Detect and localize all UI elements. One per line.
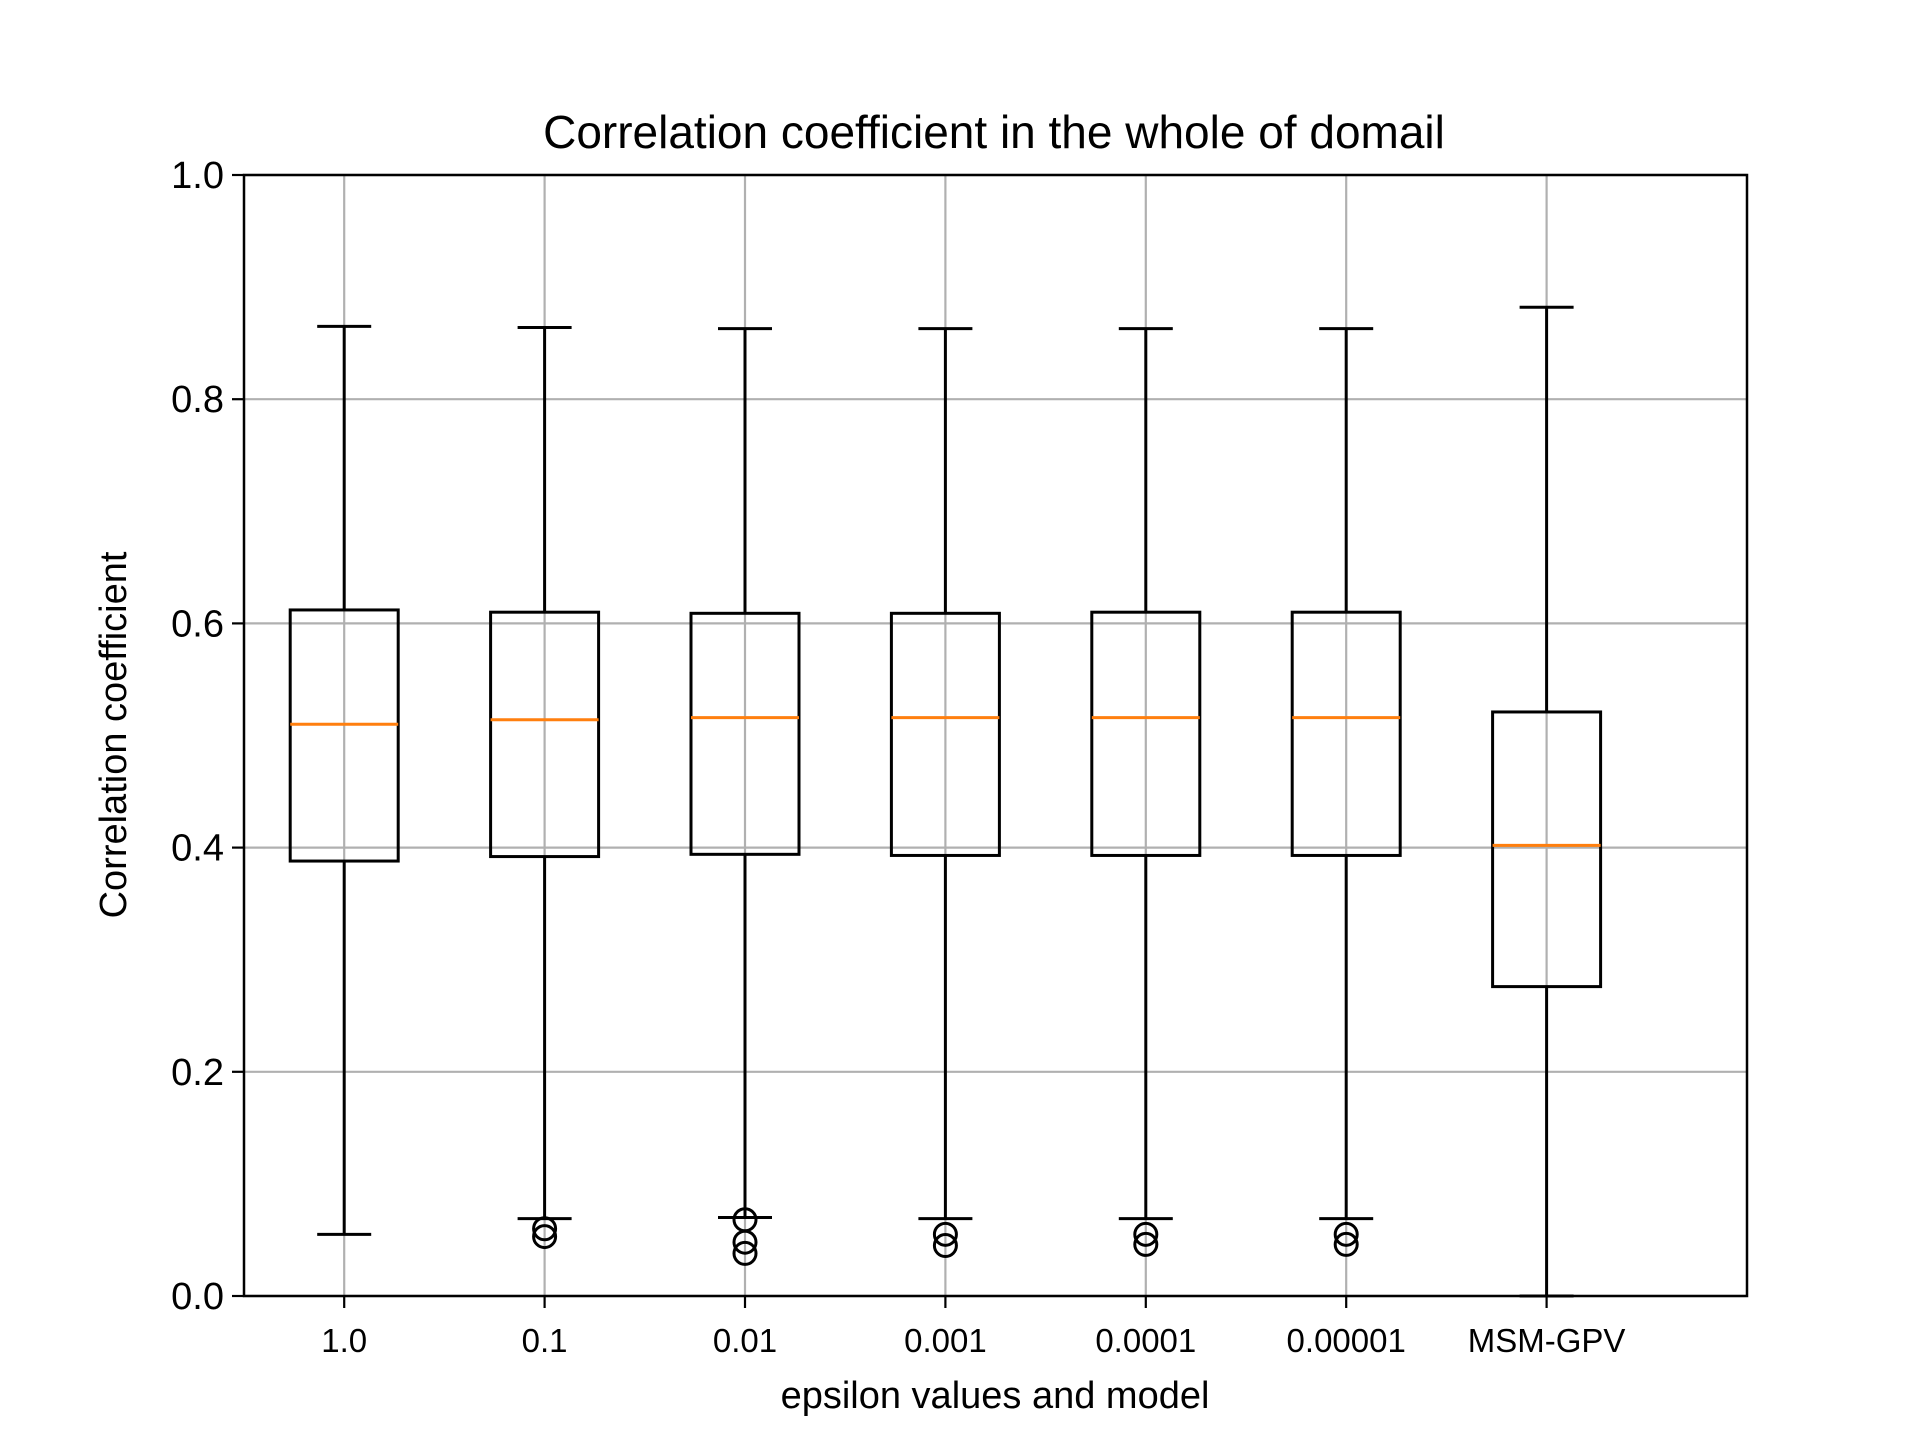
outlier-point [532, 1224, 558, 1250]
outlier-point [1333, 1221, 1359, 1247]
chart-title: Correlation coefficient in the whole of … [543, 106, 1445, 158]
x-axis: 1.0 0.1 0.01 0.001 0.0001 0.00001 MSM-GPV [321, 1296, 1625, 1359]
y-tick-label: 0.6 [171, 603, 224, 645]
iqr-box [489, 610, 601, 859]
x-tick-label: MSM-GPV [1468, 1322, 1626, 1359]
x-tick-label: 0.0001 [1095, 1322, 1196, 1359]
grid-lines [244, 173, 1747, 1298]
box-group [288, 324, 400, 1236]
y-axis-label: Correlation coefficient [93, 551, 135, 918]
x-tick-label: 0.1 [522, 1322, 568, 1359]
outlier-point [932, 1233, 958, 1259]
y-axis: 0.0 0.2 0.4 0.6 0.8 1.0 [171, 155, 244, 1318]
iqr-box [1491, 710, 1603, 989]
box-group [1090, 327, 1202, 1257]
y-tick-label: 0.8 [171, 379, 224, 421]
box-group [1491, 305, 1603, 1298]
box-group [689, 327, 801, 1266]
outlier-point [532, 1216, 558, 1242]
outlier-point [932, 1221, 958, 1247]
outlier-point [732, 1229, 758, 1255]
y-tick-label: 1.0 [171, 155, 224, 197]
x-tick-label: 0.01 [713, 1322, 777, 1359]
x-axis-label: epsilon values and model [781, 1375, 1210, 1417]
iqr-box [689, 611, 801, 856]
plot-frame [242, 173, 1749, 1298]
x-tick-label: 1.0 [321, 1322, 367, 1359]
box-group [489, 325, 601, 1250]
iqr-box [889, 611, 1001, 857]
outlier-point [1133, 1231, 1159, 1257]
x-tick-label: 0.00001 [1287, 1322, 1406, 1359]
iqr-box [288, 608, 400, 863]
iqr-box [1290, 610, 1402, 857]
outlier-point [1133, 1221, 1159, 1247]
boxes-layer [288, 305, 1603, 1298]
x-tick-label: 0.001 [904, 1322, 987, 1359]
y-tick-label: 0.0 [171, 1276, 224, 1318]
box-group [889, 327, 1001, 1259]
box-group [1290, 327, 1402, 1257]
outlier-point [732, 1240, 758, 1266]
y-tick-label: 0.2 [171, 1052, 224, 1094]
y-tick-label: 0.4 [171, 828, 224, 870]
iqr-box [1090, 610, 1202, 857]
outlier-point [1333, 1231, 1359, 1257]
